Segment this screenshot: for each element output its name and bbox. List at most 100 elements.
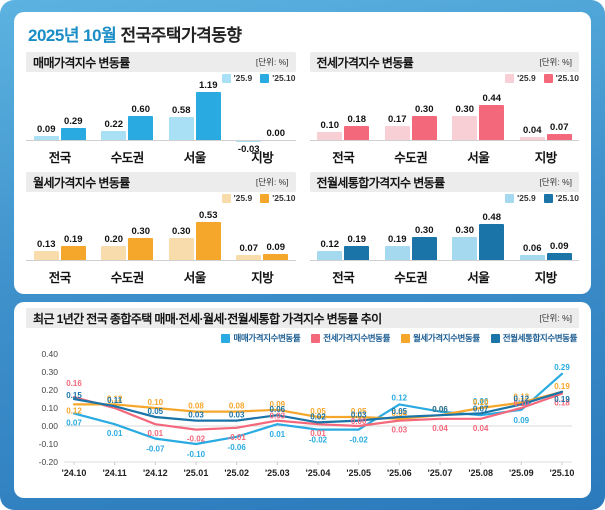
trend-unit-label: [단위: %] [539,313,572,323]
trend-point-label: -0.02 [350,436,369,445]
trend-point-label: -0.10 [187,450,206,459]
bar-value-label: 0.53 [199,209,218,221]
monthly-rent-price-index-unit-label: [단위: %] [255,177,289,187]
bar-value-label: 0.09 [266,241,286,253]
bar-value-label: 0.12 [320,238,340,250]
monthly-rent-price-index-panel: 월세가격지수 변동률 [단위: %] '25.9 '25.10 0.13 0.19 전국 0.… [26,172,296,287]
trend-point-label: 0.05 [148,407,164,416]
trend-point-label: 0.07 [66,418,82,427]
trend-point-label: 0.01 [270,430,286,439]
trend-point-label: -0.07 [146,445,165,454]
bar [384,245,410,260]
jeonse-monthly-combined-price-index-legend: '25.9 '25.10 [505,193,579,203]
x-axis-tick-label: '25.05 [346,468,371,478]
monthly-rent-price-index-title: 월세가격지수 변동률 [33,175,130,190]
category-label: 서울 [183,151,207,165]
bar-value-label: 0.17 [388,114,407,126]
trend-legend-item: 전월세통합지수변동률 [490,332,577,344]
bar [317,250,343,260]
bar-value-label: 0.06 [523,243,542,255]
x-axis-tick-label: '24.11 [103,468,127,478]
bar-value-label: 0.09 [37,124,56,136]
x-axis-tick-label: '25.06 [387,468,412,478]
bar [411,237,437,260]
bar-value-label: 0.00 [266,128,286,139]
trend-header: 최근 1년간 전국 종합주택 매매·전세·월세·전월세통합 가격지수 변동률 추… [26,308,579,328]
bar [546,253,572,260]
trend-point-label: 0.12 [392,393,408,402]
legend-label: '25.10 [272,193,296,203]
y-axis-tick-label: -0.20 [39,457,59,467]
trend-point-label: 0.06 [270,405,286,414]
sale-price-index-chart: '25.9 '25.10 0.09 0.29 전국 0.22 0.60 수도권 0.58 1.19… [26,73,296,167]
bar-value-label: -0.03 [237,144,260,156]
trend-legend-item: 매매가격지수변동률 [221,332,301,344]
trend-point-label: 0.12 [107,394,123,403]
legend-swatch [221,193,231,203]
trend-point-label: 0.04 [432,424,448,433]
trend-point-label: 0.29 [554,363,570,372]
bar-value-label: 0.20 [104,233,124,245]
legend-swatch [543,193,553,203]
trend-point-label: -0.06 [228,443,247,452]
category-label: 서울 [183,271,207,285]
trend-point-label: 0.11 [107,396,123,405]
trend-point-label: 0.10 [473,398,489,407]
bar-value-label: 0.19 [64,234,83,246]
jeonse-price-index-unit-label: [단위: %] [539,57,572,67]
page-title-period: 2025년 10월 [28,26,117,45]
bar-value-label: 0.10 [320,120,340,131]
trend-legend-item: 월세가격지수변동률 [401,332,480,344]
x-axis-tick-label: '24.12 [143,468,168,478]
x-axis-tick-label: '25.04 [306,468,331,478]
axis-baseline [309,140,579,141]
trend-point-label: 0.01 [148,429,164,438]
jeonse-monthly-combined-price-index-title: 전월세통합가격지수 변동률 [316,175,446,190]
trend-point-label: 0.19 [554,395,570,404]
legend-swatch [543,73,553,83]
bar [384,126,410,140]
bar [411,116,437,140]
bar [168,238,194,260]
legend-label: '25.10 [555,73,579,83]
sale-price-index-legend: '25.9 '25.10 [221,73,296,83]
bar [452,116,478,140]
bar-value-label: 0.18 [347,113,367,125]
category-label: 지방 [534,271,558,285]
legend-swatch [505,193,515,203]
category-label: 수도권 [394,271,428,285]
jeonse-price-index-title: 전세가격지수 변동률 [316,55,414,70]
trend-point-label: 0.03 [270,412,286,421]
trend-series-line [72,392,564,431]
category-label: 서울 [467,271,490,285]
trend-legend-swatch [311,333,321,343]
jeonse-price-index-legend: '25.9 '25.10 [505,73,579,83]
y-axis-tick-label: 0.00 [41,421,58,431]
legend-label: '25.10 [555,193,579,203]
x-axis-tick-label: '25.02 [224,468,249,478]
category-label: 서울 [467,151,490,165]
trend-point-label: 0.04 [392,409,408,418]
legend-item: '25.10 [260,193,296,203]
trend-point-label: 0.10 [148,398,164,407]
bar-value-label: 0.30 [131,226,151,238]
bar-value-label: 0.19 [388,233,407,245]
bar [236,141,262,143]
bar [236,254,262,260]
trend-point-label: 0.05 [310,407,326,416]
sale-price-index-unit-label: [단위: %] [255,57,289,67]
monthly-rent-price-index-legend: '25.9 '25.10 [221,193,296,203]
axis-baseline [309,260,579,261]
legend-item: '25.9 [221,193,253,203]
x-axis-tick-label: '25.07 [428,468,453,478]
legend-label: '25.9 [233,193,253,203]
trend-point-label: -0.02 [187,435,206,444]
legend-item: '25.9 [505,73,536,83]
bar [519,255,545,260]
y-axis-tick-label: 0.40 [41,349,58,359]
trend-point-label: 0.19 [554,382,570,391]
trend-point-label: 0.05 [392,407,408,416]
legend-label: '25.10 [272,73,296,83]
bar-value-label: 0.30 [415,225,434,237]
legend-item: '25.10 [260,73,296,83]
